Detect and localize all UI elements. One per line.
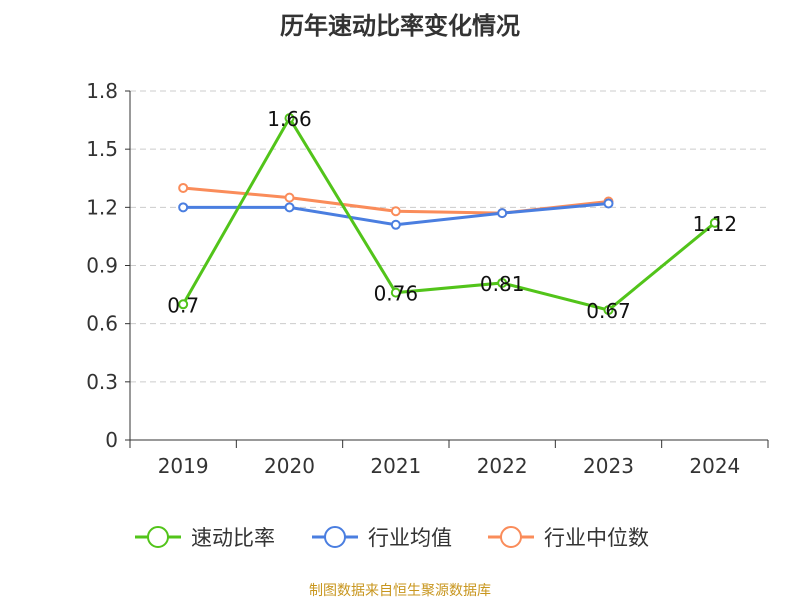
legend-label: 行业中位数 bbox=[544, 526, 649, 550]
data-point bbox=[603, 198, 614, 209]
data-label: 0.67 bbox=[586, 299, 631, 323]
x-tick-label: 2024 bbox=[689, 454, 740, 478]
legend-marker bbox=[324, 526, 346, 548]
data-point bbox=[390, 219, 401, 230]
series-line-0 bbox=[181, 115, 716, 312]
chart-title: 历年速动比率变化情况 bbox=[280, 12, 520, 40]
data-point bbox=[390, 287, 401, 298]
data-point bbox=[390, 206, 401, 217]
data-point bbox=[709, 217, 720, 228]
legend-label: 行业均值 bbox=[368, 526, 452, 550]
data-label: 0.81 bbox=[480, 272, 525, 296]
legend-label: 速动比率 bbox=[191, 526, 275, 550]
y-tick-label: 0.6 bbox=[86, 312, 118, 336]
data-point bbox=[284, 113, 295, 124]
legend-marker bbox=[147, 526, 169, 548]
legend-item[interactable]: 行业均值 bbox=[312, 526, 452, 550]
data-label: 1.12 bbox=[693, 212, 738, 236]
data-point bbox=[284, 192, 295, 203]
x-tick-label: 2022 bbox=[477, 454, 528, 478]
y-tick-label: 0 bbox=[105, 428, 118, 452]
legend-item[interactable]: 行业中位数 bbox=[488, 526, 649, 550]
y-tick-label: 0.9 bbox=[86, 254, 118, 278]
data-point bbox=[178, 202, 189, 213]
data-point bbox=[178, 182, 189, 193]
data-point bbox=[284, 202, 295, 213]
data-point bbox=[497, 208, 508, 219]
y-tick-label: 1.8 bbox=[86, 79, 118, 103]
x-tick-label: 2019 bbox=[158, 454, 209, 478]
legend-item[interactable]: 速动比率 bbox=[135, 526, 275, 550]
x-tick-label: 2021 bbox=[370, 454, 421, 478]
y-tick-label: 1.2 bbox=[86, 195, 118, 219]
data-label: 0.76 bbox=[374, 282, 419, 306]
data-label: 0.7 bbox=[167, 293, 199, 317]
data-point bbox=[497, 277, 508, 288]
x-tick-label: 2023 bbox=[583, 454, 634, 478]
data-point bbox=[178, 299, 189, 310]
legend-marker bbox=[500, 526, 522, 548]
source-note: 制图数据来自恒生聚源数据库 bbox=[309, 583, 491, 599]
y-tick-label: 0.3 bbox=[86, 370, 118, 394]
x-tick-label: 2020 bbox=[264, 454, 315, 478]
y-tick-label: 1.5 bbox=[86, 137, 118, 161]
data-point bbox=[603, 305, 614, 316]
data-label: 1.66 bbox=[267, 107, 312, 131]
